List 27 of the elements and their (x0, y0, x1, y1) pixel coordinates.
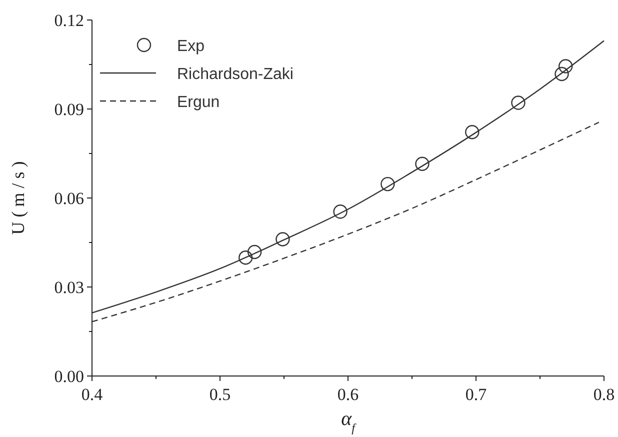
x-tick-label: 0.5 (209, 385, 231, 404)
y-tick-label: 0.09 (54, 100, 84, 119)
legend-label: Ergun (177, 94, 220, 111)
point (247, 244, 262, 260)
y-axis-title: U ( m / s ) (8, 161, 28, 235)
y-tick-label: 0.12 (54, 11, 84, 30)
point (465, 125, 480, 140)
y-tick-label: 0.03 (54, 278, 84, 297)
point (554, 66, 569, 82)
point (415, 156, 430, 171)
point (511, 96, 526, 110)
legend-label: Richardson-Zaki (177, 66, 294, 83)
line-series (91, 122, 600, 322)
point (238, 250, 253, 265)
x-tick-label: 0.4 (81, 385, 104, 404)
x-axis-title: α$_{f}$ (341, 408, 357, 435)
text: 0.00 (54, 367, 84, 386)
point (276, 232, 290, 246)
point (558, 59, 573, 74)
x-tick-label: 0.6 (337, 385, 359, 404)
x-tick-label: 0.8 (593, 385, 615, 404)
legend-label: Exp (177, 38, 205, 55)
y-tick-label: 0.06 (54, 189, 84, 208)
x-tick-label: 0.7 (465, 385, 488, 404)
point (333, 204, 348, 219)
line-series (91, 40, 605, 314)
point (380, 176, 395, 192)
